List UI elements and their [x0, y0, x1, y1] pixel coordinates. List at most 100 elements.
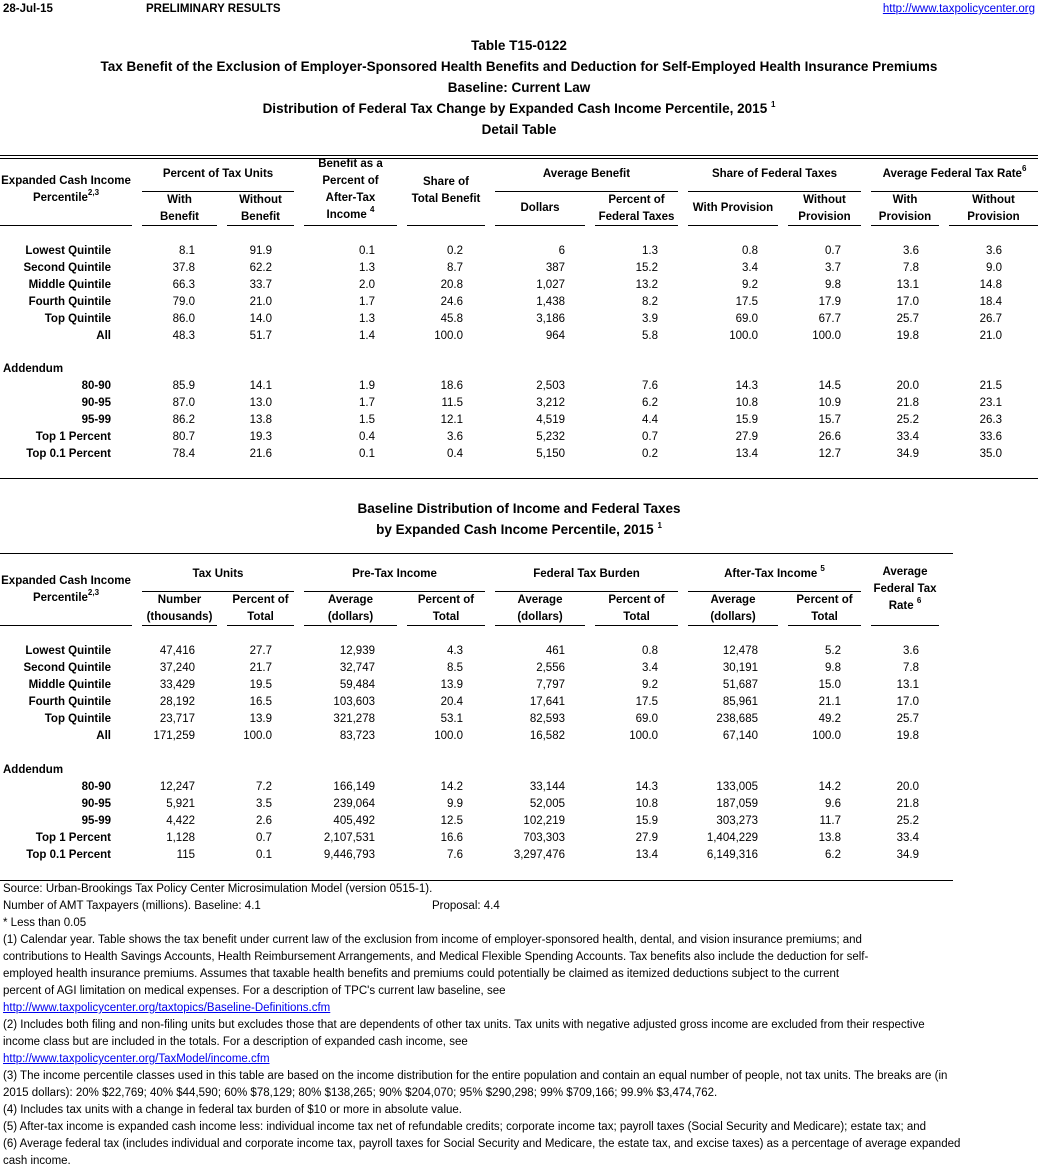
burden-header: Federal Tax Burden [533, 568, 640, 580]
table-cell: 26.3 [979, 414, 1002, 426]
table-cell: 19.8 [896, 330, 919, 342]
table-cell: 14.5 [818, 380, 841, 392]
table-cell: 12,247 [159, 781, 195, 793]
footnote-line: (6) Average federal tax (includes indivi… [3, 1138, 961, 1150]
row-label: Middle Quintile [28, 279, 111, 291]
table-cell: 20.4 [440, 696, 463, 708]
table-cell: 6 [558, 245, 565, 257]
tpc-link[interactable]: http://www.taxpolicycenter.org [882, 3, 1035, 15]
table-cell: 67.7 [818, 313, 841, 325]
table-cell: 7,797 [536, 679, 565, 691]
rate-without-header: Without Provision [967, 194, 1020, 223]
table-cell: 7.6 [642, 380, 658, 392]
table-cell: 1.5 [359, 414, 375, 426]
table-cell: 14.3 [635, 781, 658, 793]
table-cell: 33.6 [979, 431, 1002, 443]
footnote-link[interactable]: http://www.taxpolicycenter.org/taxtopics… [3, 1002, 331, 1014]
table-cell: 62.2 [249, 262, 272, 274]
table-cell: 86.0 [172, 313, 195, 325]
without-provision-header: Without Provision [798, 194, 851, 223]
tax-units-header: Tax Units [192, 568, 244, 580]
footnote-line: 2015 dollars): 20% $22,769; 40% $44,590;… [3, 1087, 718, 1099]
table-cell: 53.1 [440, 713, 463, 725]
table-cell: 25.2 [896, 414, 919, 426]
with-provision-header: With Provision [692, 202, 774, 214]
table-cell: 3.5 [256, 798, 272, 810]
burden-avg-header: Average (dollars) [517, 594, 563, 623]
table-cell: 10.8 [735, 397, 758, 409]
row-label: Second Quintile [23, 662, 111, 674]
table-cell: 15.0 [818, 679, 841, 691]
pct-tax-units-header: Percent of Tax Units [162, 168, 274, 180]
table-cell: 17.5 [635, 696, 658, 708]
table-cell: 14.1 [249, 380, 272, 392]
table-cell: 7.6 [447, 849, 463, 861]
table-cell: 14.2 [440, 781, 463, 793]
table-cell: 79.0 [172, 296, 195, 308]
table-cell: 100.0 [812, 730, 841, 742]
table-cell: 405,492 [333, 815, 375, 827]
row-label: All [96, 730, 111, 742]
table-cell: 2,107,531 [323, 832, 375, 844]
table-cell: 26.7 [979, 313, 1002, 325]
table-cell: 100.0 [434, 330, 463, 342]
less-than-note: * Less than 0.05 [3, 917, 87, 929]
table-cell: 1.3 [359, 313, 375, 325]
table-cell: 32,747 [339, 662, 375, 674]
table-cell: 86.2 [172, 414, 195, 426]
table-cell: 48.3 [172, 330, 195, 342]
table-cell: 91.9 [249, 245, 272, 257]
table-cell: 3.6 [447, 431, 463, 443]
table-cell: 9.0 [986, 262, 1002, 274]
table-cell: 100.0 [434, 730, 463, 742]
footnote-line: percent of AGI limitation on medical exp… [3, 985, 506, 997]
row-label: Top 1 Percent [35, 832, 111, 844]
table-cell: 10.8 [635, 798, 658, 810]
table-cell: 18.6 [440, 380, 463, 392]
table-cell: 3.6 [986, 245, 1002, 257]
pretax-avg-header: Average (dollars) [327, 594, 374, 623]
aftertax-header: After-Tax Income 5 [724, 564, 825, 581]
table-cell: 2,503 [536, 380, 565, 392]
share-total-header: Share of Total Benefit [411, 176, 481, 205]
table-cell: 5.2 [825, 645, 841, 657]
table-cell: 100.0 [729, 330, 758, 342]
table-cell: 4,422 [166, 815, 195, 827]
pct-fed-header: Percent of Federal Taxes [598, 194, 675, 223]
table-cell: 25.7 [896, 713, 919, 725]
table-cell: 33,144 [529, 781, 565, 793]
footnote-line: (2) Includes both filing and non-filing … [3, 1019, 925, 1031]
rate-with-header: With Provision [878, 194, 932, 223]
table-cell: 11.7 [819, 815, 841, 827]
pretax-header: Pre-Tax Income [352, 568, 437, 580]
status-label: PRELIMINARY RESULTS [146, 3, 281, 15]
table-cell: 45.8 [440, 313, 463, 325]
table-cell: 8.2 [642, 296, 658, 308]
table-cell: 17,641 [529, 696, 565, 708]
table-cell: 187,059 [716, 798, 758, 810]
table-cell: 0.1 [359, 245, 375, 257]
table-cell: 37,240 [159, 662, 195, 674]
table-cell: 21.8 [896, 397, 919, 409]
detail-title: Detail Table [481, 122, 557, 137]
table-cell: 21.0 [979, 330, 1002, 342]
table-cell: 21.6 [249, 448, 272, 460]
table-cell: 321,278 [333, 713, 375, 725]
table-cell: 1,027 [536, 279, 565, 291]
footnote-link[interactable]: http://www.taxpolicycenter.org/TaxModel/… [3, 1053, 270, 1065]
row-label: 95-99 [81, 815, 111, 827]
table-cell: 21.1 [818, 696, 841, 708]
table-cell: 303,273 [716, 815, 758, 827]
table-cell: 17.0 [896, 296, 919, 308]
table-cell: 15.7 [818, 414, 841, 426]
footnote-line: cash income. [3, 1155, 71, 1167]
table-cell: 15.2 [635, 262, 658, 274]
table-cell: 13.4 [735, 448, 758, 460]
table-cell: 78.4 [172, 448, 195, 460]
table-cell: 4,519 [536, 414, 565, 426]
table-cell: 15.9 [735, 414, 758, 426]
table-cell: 12.7 [818, 448, 841, 460]
table-cell: 67,140 [722, 730, 758, 742]
table-cell: 100.0 [243, 730, 272, 742]
table-cell: 51.7 [249, 330, 272, 342]
